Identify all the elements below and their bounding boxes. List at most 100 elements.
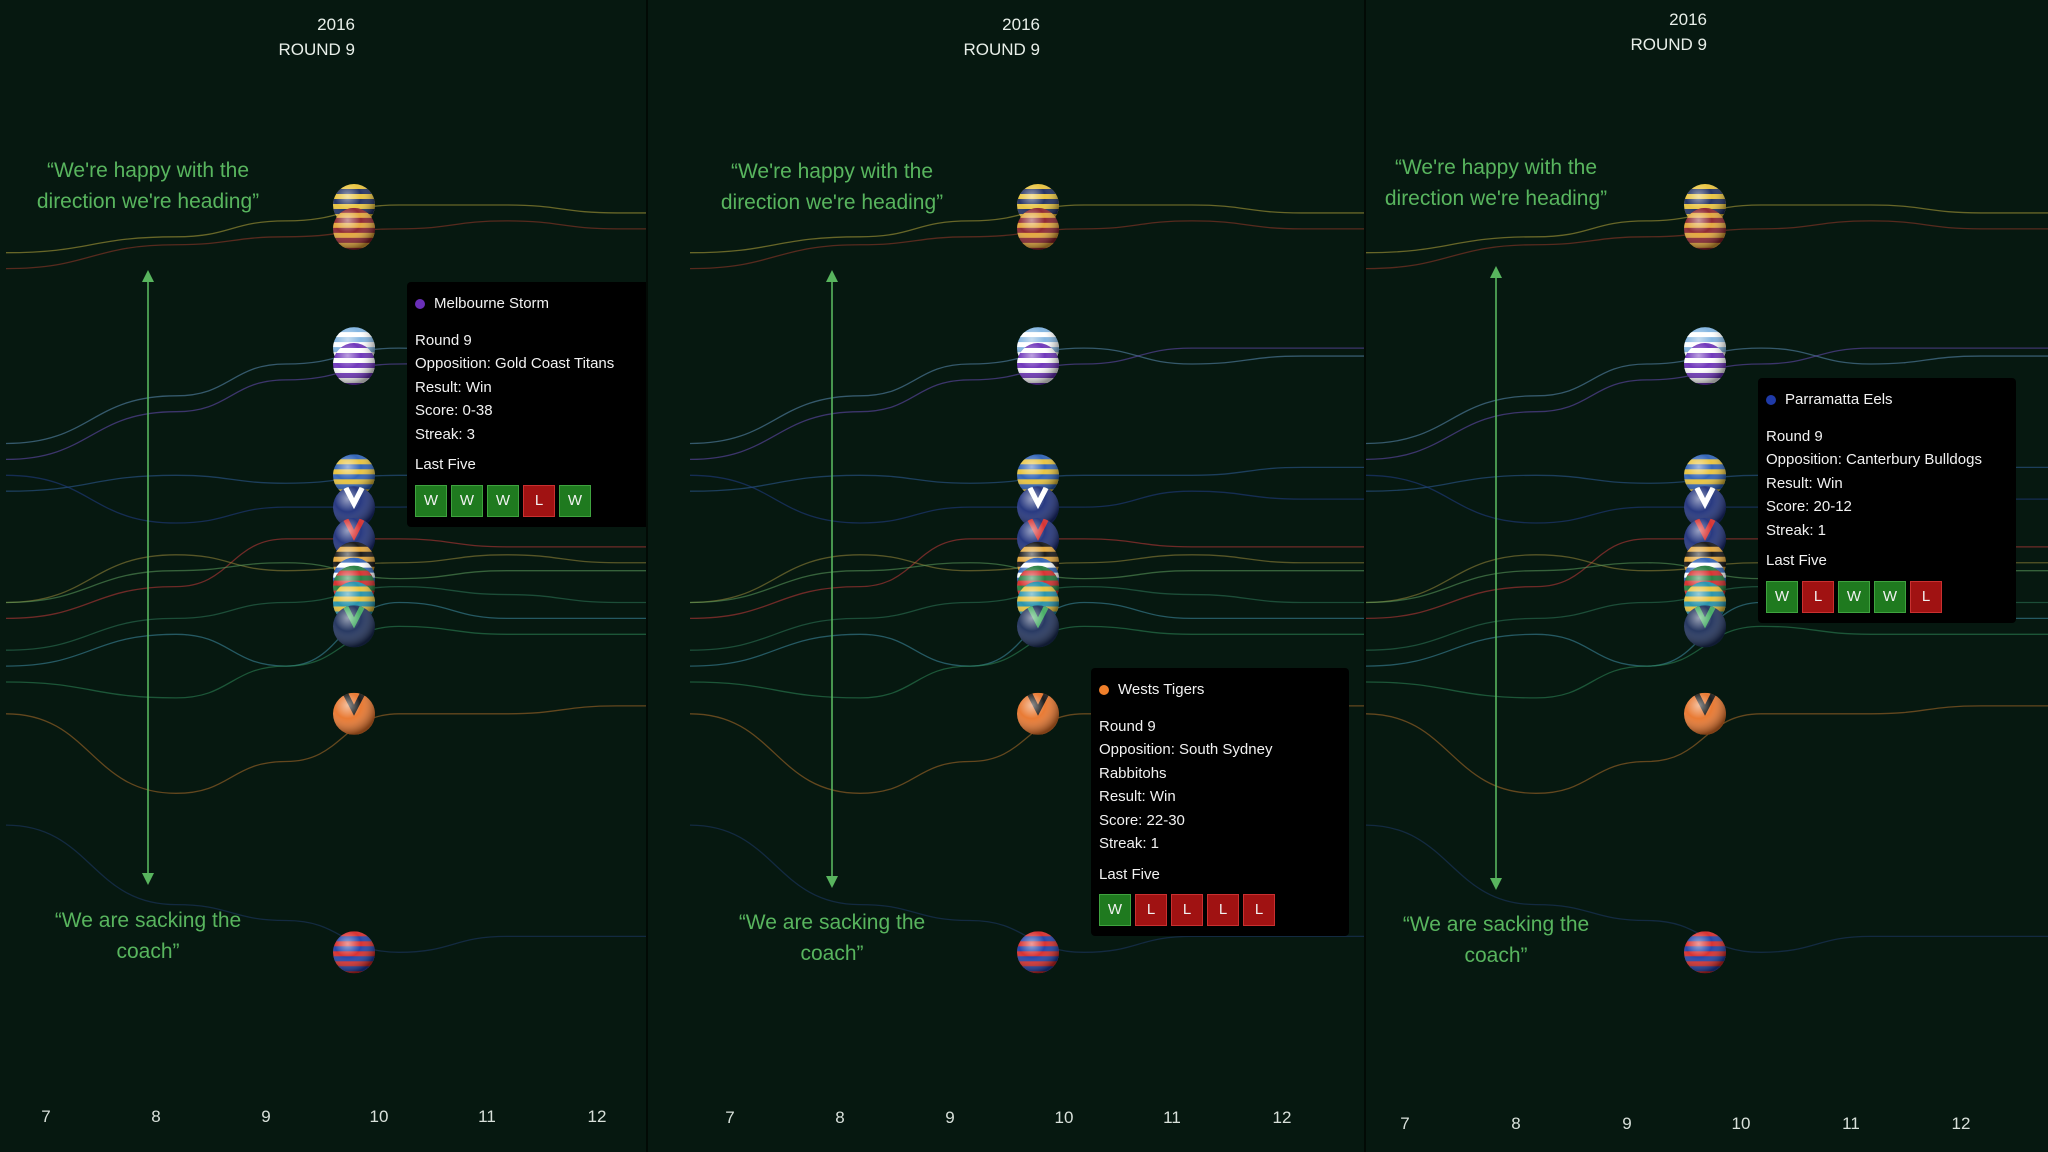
series-line-team-maroon-gold[interactable]: [5, 220, 646, 270]
season-year: 2016: [1669, 10, 1707, 29]
series-line-team-blue-gold[interactable]: [689, 466, 1364, 492]
x-tick-label: 12: [587, 1107, 607, 1126]
arrow-down-icon: [142, 873, 154, 885]
series-line-team-yellow-navy[interactable]: [1366, 204, 2048, 254]
tooltip-opposition: Opposition: Gold Coast Titans: [415, 355, 615, 372]
team-marker-team-navy-white-v[interactable]: [1684, 486, 1726, 529]
tooltip-result: Result: Win: [415, 378, 492, 396]
result-badge: W: [1874, 580, 1906, 613]
tooltip-score: Score: 0-38: [415, 402, 493, 419]
result-badge: W: [559, 484, 591, 517]
team-marker-team-navy-green-v[interactable]: [1684, 605, 1726, 648]
team-marker-team-purple-white[interactable]: [1684, 343, 1726, 393]
x-tick-label: 8: [1511, 1114, 1521, 1133]
plot-area: [1366, 184, 2048, 981]
tooltip-team-name: Melbourne Storm: [434, 295, 550, 312]
team-marker-team-red-blue[interactable]: [1017, 931, 1059, 981]
x-tick-label: 12: [1951, 1114, 1971, 1133]
chart-panel-2: 2016 ROUND 9 “We're happy with the directi…: [648, 0, 1364, 1152]
tooltip-header: Wests Tigers: [1099, 678, 1341, 702]
chart-panel-3: 2016 ROUND 9 “We're happy with the directi…: [1366, 0, 2048, 1152]
series-line-team-navy-red-v[interactable]: [5, 538, 646, 620]
team-marker-team-orange-black-v[interactable]: [1684, 692, 1726, 735]
x-tick-label: 7: [725, 1108, 735, 1127]
x-tick-label: 11: [1163, 1108, 1181, 1127]
axis-top-label: “We're happy with the direction we're he…: [720, 160, 944, 214]
series-line-team-black-gold[interactable]: [5, 554, 646, 604]
x-tick-label: 7: [41, 1107, 51, 1126]
tooltip-round: Round 9: [1766, 427, 1823, 445]
panel-divider: [646, 0, 648, 1152]
series-line-team-navy-green-v[interactable]: [5, 625, 646, 699]
season-year: 2016: [1002, 15, 1040, 34]
team-marker-team-red-blue[interactable]: [1684, 931, 1726, 981]
season-round-header: 2016 ROUND 9: [1587, 7, 1707, 57]
team-marker-team-maroon-gold[interactable]: [1017, 207, 1059, 258]
tooltip-last-five-label: Last Five: [415, 456, 476, 473]
panel-divider: [1364, 0, 1366, 1152]
arrow-down-icon: [1490, 878, 1502, 890]
tooltip-streak: Streak: 3: [415, 425, 476, 443]
team-marker-team-maroon-gold[interactable]: [1684, 207, 1726, 258]
tooltip-header: Parramatta Eels: [1766, 388, 2008, 412]
team-tooltip: Wests Tigers Round 9 Opposition: South Syd…: [1091, 668, 1349, 936]
team-tooltip: Melbourne Storm Round 9 Opposition: Gold C…: [407, 282, 646, 527]
tooltip-round: Round 9: [1099, 717, 1156, 735]
axis-bottom-label: “We are sacking the coach”: [738, 911, 926, 965]
x-tick-label: 10: [1054, 1108, 1074, 1127]
result-badge: L: [1135, 894, 1167, 926]
team-marker-team-navy-white-v[interactable]: [1017, 486, 1059, 529]
x-tick-label: 9: [261, 1107, 271, 1126]
team-marker-team-purple-white[interactable]: [333, 343, 375, 393]
x-tick-label: 10: [369, 1107, 389, 1126]
round-label: ROUND 9: [1630, 35, 1707, 54]
tooltip-team-name: Parramatta Eels: [1785, 391, 1893, 408]
tooltip-result: Result: Win: [1766, 474, 1843, 492]
series-line-team-maroon-gold[interactable]: [1366, 220, 2048, 270]
plot-area: [5, 184, 646, 981]
axis-top-label: “We're happy with the direction we're he…: [1384, 156, 1608, 210]
team-marker-team-purple-white[interactable]: [1017, 343, 1059, 393]
x-tick-label: 9: [1622, 1114, 1632, 1133]
arrow-up-icon: [142, 270, 154, 282]
x-tick-label: 11: [478, 1107, 496, 1126]
tooltip-last-five-label: Last Five: [1099, 865, 1160, 883]
team-color-dot-icon: [1766, 394, 1776, 405]
series-line-team-purple-white[interactable]: [1366, 347, 2048, 461]
result-badge: W: [1099, 894, 1131, 926]
x-tick-label: 9: [945, 1108, 955, 1127]
team-marker-team-orange-black-v[interactable]: [333, 692, 375, 735]
round-label: ROUND 9: [963, 40, 1040, 59]
team-marker-team-navy-green-v[interactable]: [333, 605, 375, 648]
team-marker-team-red-blue[interactable]: [333, 931, 375, 981]
x-tick-label: 8: [151, 1107, 161, 1126]
series-line-team-orange-black-v[interactable]: [5, 705, 646, 794]
tooltip-score: Score: 22-30: [1099, 811, 1185, 829]
result-badge: L: [1802, 580, 1834, 613]
x-tick-label: 8: [835, 1108, 845, 1127]
season-round-header: 2016 ROUND 9: [235, 12, 355, 62]
team-color-dot-icon: [1099, 684, 1109, 695]
series-line-team-sky-white[interactable]: [1366, 347, 2048, 445]
result-badge: L: [1171, 894, 1203, 926]
series-line-team-red-blue[interactable]: [1366, 824, 2048, 953]
tooltip-result: Result: Win: [1099, 788, 1176, 805]
tooltip-streak: Streak: 1: [1766, 521, 1827, 539]
axis-bottom-label: “We are sacking the coach”: [54, 909, 242, 963]
plot-area: [689, 184, 1364, 981]
round-label: ROUND 9: [278, 40, 355, 59]
result-badge: W: [415, 484, 447, 517]
team-marker-team-maroon-gold[interactable]: [333, 207, 375, 258]
tooltip-score: Score: 20-12: [1766, 498, 1852, 515]
chart-panel-1: 2016 ROUND 9 “We're happy with the directi…: [0, 0, 646, 1152]
series-line-team-navy-green-v[interactable]: [1366, 625, 2048, 699]
team-marker-team-orange-black-v[interactable]: [1017, 692, 1059, 735]
x-tick-label: 11: [1842, 1114, 1860, 1133]
x-tick-label: 12: [1272, 1108, 1292, 1127]
result-badge: L: [1243, 894, 1275, 926]
x-tick-label: 7: [1400, 1114, 1410, 1133]
team-marker-team-navy-green-v[interactable]: [1017, 605, 1059, 648]
series-line-team-maroon-gold[interactable]: [689, 220, 1364, 270]
result-badge: L: [1910, 580, 1942, 613]
